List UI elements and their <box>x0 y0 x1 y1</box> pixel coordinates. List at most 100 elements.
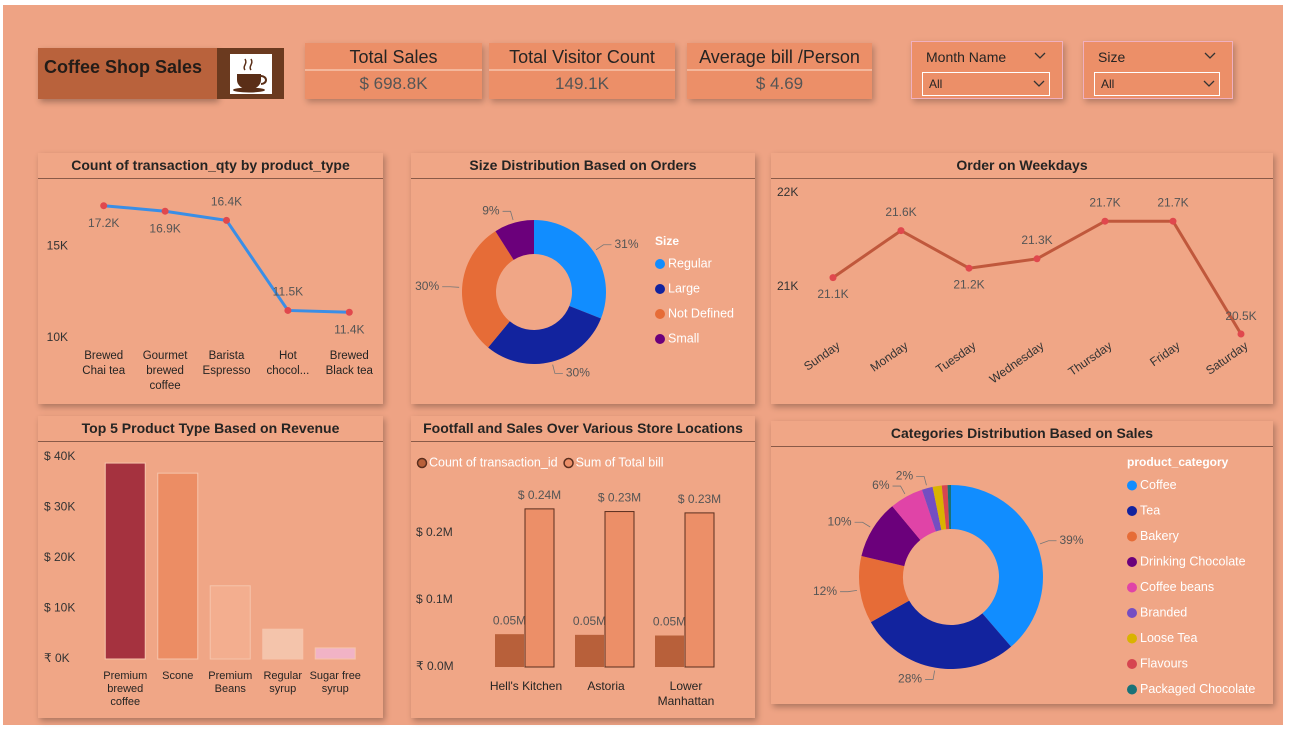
donut-slice <box>495 220 534 260</box>
chart: 10K 15K 17.2K 16.9K 16.4K 11.5K 11.4K <box>47 195 365 345</box>
legend-label: Not Defined <box>668 306 734 320</box>
kpi-label: Total Visitor Count <box>489 45 675 71</box>
data-label: 21.3K <box>1021 233 1052 247</box>
chevron <box>1034 52 1046 59</box>
chart-title: Top 5 Product Type Based on Revenue <box>38 416 383 442</box>
legend-marker <box>1127 608 1137 618</box>
legend-marker <box>655 334 665 344</box>
data-label: 10% <box>828 514 852 528</box>
kpi-card: Total Sales $ 698.8K <box>305 43 482 99</box>
leader-line <box>442 286 460 288</box>
bar <box>604 511 635 668</box>
data-label: 21.2K <box>953 277 984 291</box>
x-tick-label: Hell's Kitchen <box>489 679 563 693</box>
chevron <box>1204 52 1216 59</box>
leader-line <box>916 476 927 486</box>
data-label: 11.5K <box>273 285 303 299</box>
x-tick-label: Gourmet brewed coffee <box>142 350 188 392</box>
point <box>897 227 905 235</box>
y-tick-label: 15K <box>47 238 68 252</box>
slicer[interactable]: Month Name All <box>911 41 1063 99</box>
legend-label: Branded <box>1140 605 1187 619</box>
legend-marker <box>416 457 428 469</box>
data-label: 30% <box>566 366 590 380</box>
data-label: 39% <box>1059 533 1083 547</box>
data-label: $ 0.24M <box>518 488 561 502</box>
kpi-value: $ 4.69 <box>755 74 804 93</box>
y-tick-label: $ 30K <box>44 500 75 514</box>
data-label: 16.9K <box>149 221 180 235</box>
y-tick-label: 10K <box>47 330 68 344</box>
legend-marker <box>1127 531 1137 542</box>
slicer[interactable]: Size All <box>1083 41 1233 99</box>
donut-slice <box>941 485 950 530</box>
legend-marker <box>1127 633 1137 644</box>
legend-marker <box>655 284 665 294</box>
legend-marker <box>1127 684 1137 695</box>
bar <box>684 512 715 668</box>
data-label: 21.7K <box>1089 195 1120 209</box>
y-tick-label: 21K <box>777 279 798 293</box>
kpi-card: Total Visitor Count 149.1K <box>489 43 675 99</box>
legend-label: Coffee beans <box>1140 580 1214 594</box>
chevron-icon <box>1203 80 1215 87</box>
legend-label: Tea <box>1140 503 1160 517</box>
y-tick-label: $ 20K <box>44 550 75 564</box>
slicer-dropdown[interactable]: All <box>922 72 1050 96</box>
data-label: 9% <box>482 204 500 218</box>
legend-label: Coffee <box>1140 478 1177 492</box>
donut-slice <box>870 600 1012 669</box>
data-label: 0.05M <box>493 613 526 627</box>
point <box>1237 330 1245 338</box>
donut-slice <box>892 489 936 541</box>
x-tick-label: Sunday <box>801 339 842 374</box>
bar <box>104 462 146 660</box>
chart: 39% 28% 12% 10% 6% 2% product_category Coffee Te… <box>813 455 1255 696</box>
leader-line <box>595 244 612 251</box>
donut-slice <box>951 485 1043 647</box>
legend-marker <box>1127 480 1137 491</box>
title-box: Coffee Shop Sales <box>38 48 217 99</box>
x-tick-label: Astoria <box>587 679 625 693</box>
point <box>1033 255 1041 263</box>
donut-slice <box>534 220 606 319</box>
bar <box>157 472 199 660</box>
slicer-label: Size <box>1098 49 1126 65</box>
data-label: 0.05M <box>573 614 606 628</box>
chart-title: Size Distribution Based on Orders <box>411 153 755 179</box>
point <box>284 306 292 314</box>
x-tick-label: Monday <box>868 339 911 375</box>
point <box>1169 217 1177 225</box>
legend-marker <box>1127 557 1137 567</box>
donut-slice <box>488 305 601 365</box>
slicer-dropdown[interactable]: All <box>1094 72 1220 96</box>
data-label: 2% <box>896 469 914 483</box>
point <box>100 202 108 210</box>
point <box>223 216 230 224</box>
chevron-icon <box>1033 80 1045 87</box>
bar <box>655 635 684 667</box>
x-tick-label: Premium brewed coffee <box>103 670 148 708</box>
legend-marker <box>655 309 665 319</box>
data-label: 21.1K <box>817 287 848 301</box>
legend-label: Bakery <box>1140 529 1180 543</box>
point <box>345 308 353 316</box>
x-tick-label: Friday <box>1147 339 1182 370</box>
y-tick-label: $ 10K <box>44 601 75 615</box>
legend-marker <box>563 457 574 469</box>
data-label: 0.05M <box>653 615 686 629</box>
slicer-value: All <box>929 77 943 91</box>
legend-label: Packaged Chocolate <box>1140 682 1255 696</box>
dashboard-title: Coffee Shop Sales <box>44 57 203 77</box>
point <box>1101 217 1109 225</box>
chevron <box>1033 80 1045 87</box>
legend-label: Flavours <box>1140 656 1188 670</box>
bar <box>262 628 304 660</box>
x-tick-label: Hot chocol... <box>266 350 310 377</box>
chart-panel: Size Distribution Based on Orders 31% 30% 3… <box>411 153 755 404</box>
kpi-label: Average bill /Person <box>687 45 872 71</box>
x-tick-label: Regular syrup <box>263 670 303 695</box>
x-tick-label: Sugar free syrup <box>309 670 361 695</box>
chart-panel: Footfall and Sales Over Various Store Lo… <box>411 416 755 718</box>
x-tick-label: Tuesday <box>933 339 978 377</box>
